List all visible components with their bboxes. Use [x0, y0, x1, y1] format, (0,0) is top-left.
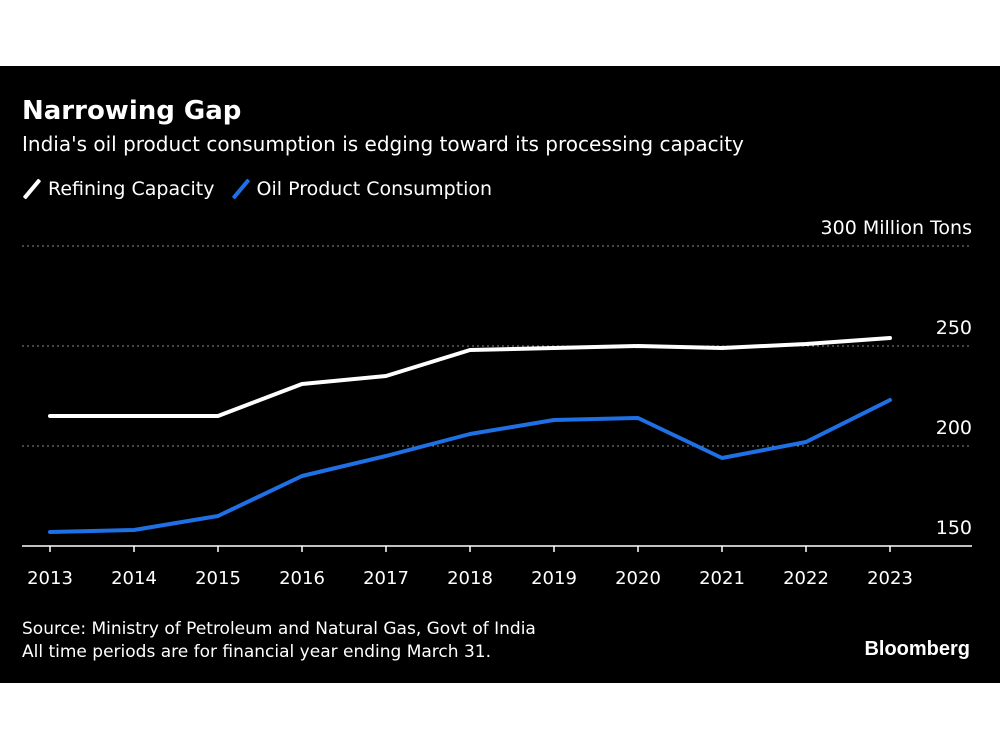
period-note: All time periods are for financial year …	[22, 642, 491, 662]
legend-label-consumption: Oil Product Consumption	[256, 178, 493, 200]
x-tick-label-2019: 2019	[531, 568, 577, 589]
chart-subtitle: India's oil product consumption is edgin…	[22, 132, 744, 156]
x-tick-label-2018: 2018	[447, 568, 493, 589]
x-tick-label-2014: 2014	[111, 568, 157, 589]
footer-notes: Source: Ministry of Petroleum and Natura…	[22, 618, 536, 664]
x-tick-label-2017: 2017	[363, 568, 409, 589]
chart-title: Narrowing Gap	[22, 96, 242, 126]
legend-item-refining: Refining Capacity	[22, 178, 215, 200]
x-tick-label-2021: 2021	[699, 568, 745, 589]
y-tick-label-250: 250	[936, 317, 972, 339]
y-tick-label-300: 300 Million Tons	[821, 217, 972, 239]
y-tick-label-200: 200	[936, 417, 972, 439]
source-note: Source: Ministry of Petroleum and Natura…	[22, 619, 536, 639]
refining-capacity-line	[48, 336, 892, 418]
bloomberg-logo: Bloomberg	[864, 638, 970, 660]
legend-item-consumption: Oil Product Consumption	[231, 178, 493, 200]
x-tick-label-2013: 2013	[27, 568, 73, 589]
x-tick-label-2015: 2015	[195, 568, 241, 589]
line-chart: 150 200 250 300 Million Tons 2013 2014 2015 201…	[22, 217, 972, 589]
x-tick-label-2020: 2020	[615, 568, 661, 589]
x-tick-label-2016: 2016	[279, 568, 325, 589]
y-tick-label-150: 150	[936, 517, 972, 539]
legend-label-refining: Refining Capacity	[48, 178, 215, 200]
x-tick-label-2023: 2023	[867, 568, 913, 589]
x-tick-label-2022: 2022	[783, 568, 829, 589]
chart-panel: Narrowing Gap India's oil product consum…	[0, 66, 1000, 683]
oil-product-consumption-line	[48, 398, 892, 534]
legend: Refining Capacity Oil Product Consumptio…	[22, 176, 508, 202]
